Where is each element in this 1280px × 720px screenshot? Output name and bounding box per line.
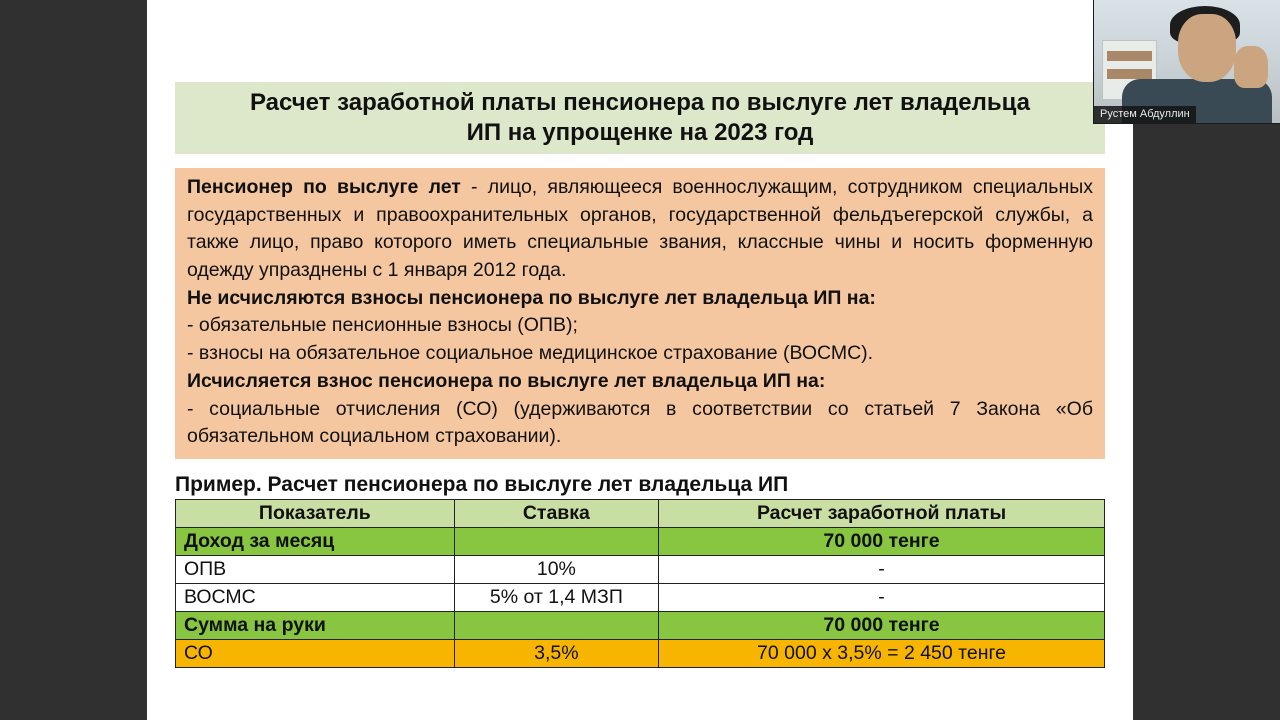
definition-term: Пенсионер по выслуге лет [187,176,461,198]
calculation-table: Показатель Ставка Расчет заработной плат… [175,499,1105,668]
table-cell: ВОСМС [176,583,455,611]
calculated-item-1: - социальные отчисления (СО) (удерживают… [187,396,1093,451]
not-calculated-item-1: - обязательные пенсионные взносы (ОПВ); [187,312,1093,340]
table-cell: Сумма на руки [176,611,455,639]
table-header-rate: Ставка [454,499,658,527]
webcam-name-label: Рустем Абдуллин [1094,106,1196,123]
example-heading: Пример. Расчет пенсионера по выслуге лет… [175,473,1105,497]
not-calculated-item-2: - взносы на обязательное социальное меди… [187,340,1093,368]
slide-title-band: Расчет заработной платы пенсионера по вы… [175,82,1105,154]
table-header-indicator: Показатель [176,499,455,527]
presentation-slide: Расчет заработной платы пенсионера по вы… [147,0,1133,720]
definition-box: Пенсионер по выслуге лет - лицо, являюще… [175,168,1105,459]
table-cell: 70 000 х 3,5% = 2 450 тенге [659,639,1105,667]
table-row: Сумма на руки 70 000 тенге [176,611,1105,639]
table-row: СО 3,5% 70 000 х 3,5% = 2 450 тенге [176,639,1105,667]
table-row: ОПВ 10% - [176,555,1105,583]
table-cell: 70 000 тенге [659,611,1105,639]
table-cell: 5% от 1,4 МЗП [454,583,658,611]
webcam-person-hand [1234,46,1268,88]
table-cell: 3,5% [454,639,658,667]
table-cell: - [659,583,1105,611]
table-header-row: Показатель Ставка Расчет заработной плат… [176,499,1105,527]
webcam-thumbnail[interactable]: Рустем Абдуллин [1093,0,1280,124]
table-cell [454,611,658,639]
table-cell: 70 000 тенге [659,527,1105,555]
slide-title-line1: Расчет заработной платы пенсионера по вы… [185,88,1095,118]
table-cell: СО [176,639,455,667]
table-cell: - [659,555,1105,583]
definition-paragraph: Пенсионер по выслуге лет - лицо, являюще… [187,174,1093,285]
calculated-heading: Исчисляется взнос пенсионера по выслуге … [187,368,1093,396]
table-row: Доход за месяц 70 000 тенге [176,527,1105,555]
webcam-person-head [1178,14,1236,82]
slide-title-line2: ИП на упрощенке на 2023 год [185,118,1095,148]
table-cell [454,527,658,555]
not-calculated-heading: Не исчисляются взносы пенсионера по высл… [187,285,1093,313]
table-header-calc: Расчет заработной платы [659,499,1105,527]
table-row: ВОСМС 5% от 1,4 МЗП - [176,583,1105,611]
table-cell: ОПВ [176,555,455,583]
table-cell: 10% [454,555,658,583]
table-cell: Доход за месяц [176,527,455,555]
